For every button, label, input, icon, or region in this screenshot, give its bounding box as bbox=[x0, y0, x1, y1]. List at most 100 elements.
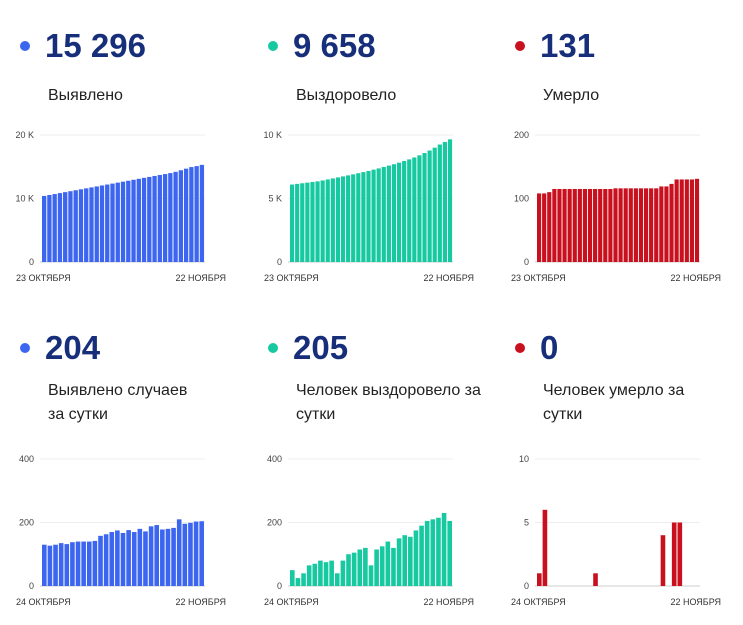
bar bbox=[537, 573, 542, 586]
daily-detected-value: 204 bbox=[45, 329, 101, 366]
bar bbox=[157, 175, 162, 262]
bar bbox=[183, 168, 189, 262]
died-daily-chart: 0 5 10 24 ОКТЯБРЯ 22 НОЯБРЯ bbox=[511, 454, 721, 607]
bar bbox=[64, 544, 70, 586]
total-detected-value: 15 296 bbox=[45, 27, 146, 64]
bar bbox=[300, 183, 305, 262]
bar bbox=[447, 520, 452, 586]
bar bbox=[417, 155, 422, 262]
bar bbox=[290, 570, 295, 586]
bar bbox=[306, 565, 312, 586]
bar bbox=[643, 188, 649, 262]
bar bbox=[143, 531, 148, 586]
bar bbox=[58, 543, 64, 586]
stat-row: 204 bbox=[20, 328, 100, 368]
bar bbox=[323, 562, 329, 586]
y-tick-label: 0 bbox=[524, 257, 529, 267]
bar bbox=[70, 542, 75, 586]
bar bbox=[402, 161, 407, 262]
x-tick-label-start: 23 ОКТЯБРЯ bbox=[264, 273, 319, 283]
panel-daily-died: 0 Человек умерло за сутки 0 5 10 24 ОКТЯБРЯ… bbox=[495, 320, 735, 620]
y-tick-label: 100 bbox=[514, 194, 529, 204]
bar bbox=[52, 194, 57, 262]
bar bbox=[368, 565, 374, 586]
bar bbox=[325, 179, 330, 262]
bar bbox=[562, 188, 567, 262]
bar bbox=[537, 193, 542, 262]
daily-recovered-value: 205 bbox=[293, 329, 349, 366]
bar bbox=[603, 188, 608, 262]
legend-dot-icon bbox=[268, 343, 278, 353]
bar bbox=[374, 549, 379, 586]
bar bbox=[178, 170, 184, 262]
bar bbox=[669, 183, 674, 262]
y-tick-label: 10 bbox=[519, 454, 529, 464]
bar bbox=[684, 179, 689, 262]
bar bbox=[381, 167, 386, 262]
bar bbox=[689, 179, 694, 262]
bar bbox=[194, 166, 199, 262]
bar bbox=[154, 525, 160, 586]
bar bbox=[131, 532, 137, 586]
bar bbox=[173, 171, 178, 262]
y-tick-label: 400 bbox=[267, 454, 282, 464]
legend-dot-icon bbox=[20, 41, 30, 51]
total-recovered-label: Выздоровело bbox=[296, 87, 397, 104]
x-tick-label-end: 22 НОЯБРЯ bbox=[670, 597, 721, 607]
bar bbox=[542, 193, 547, 262]
daily-recovered-label: Человек выздоровело за сутки bbox=[296, 382, 481, 423]
bar bbox=[694, 178, 700, 262]
bar bbox=[160, 529, 165, 586]
total-recovered-value: 9 658 bbox=[293, 27, 376, 64]
bar bbox=[633, 188, 638, 262]
bar bbox=[582, 188, 588, 262]
bar bbox=[295, 183, 300, 262]
bar bbox=[73, 190, 78, 262]
bar bbox=[188, 522, 193, 586]
bar bbox=[86, 541, 92, 586]
y-tick-label: 0 bbox=[29, 257, 34, 267]
bar bbox=[608, 188, 613, 262]
bar bbox=[176, 519, 182, 586]
bar bbox=[329, 560, 334, 586]
bar bbox=[42, 544, 47, 586]
bar bbox=[396, 162, 402, 262]
stat-row: 131 bbox=[515, 26, 595, 66]
y-tick-label: 10 K bbox=[15, 194, 34, 204]
bar bbox=[402, 535, 408, 586]
bar bbox=[165, 528, 171, 586]
y-tick-label: 0 bbox=[277, 257, 282, 267]
bar bbox=[103, 534, 109, 586]
bar bbox=[141, 177, 147, 262]
legend-dot-icon bbox=[268, 41, 278, 51]
panel-daily-recovered: 205 Человек выздоровело за сутки 0 200 400… bbox=[248, 320, 488, 620]
bar bbox=[110, 183, 115, 262]
x-tick-label-start: 24 ОКТЯБРЯ bbox=[16, 597, 71, 607]
recovered-cumulative-chart: 0 5 K 10 K 23 ОКТЯБРЯ 22 НОЯБРЯ bbox=[263, 130, 474, 283]
bar bbox=[613, 188, 618, 262]
bar bbox=[577, 188, 582, 262]
bar bbox=[109, 532, 115, 586]
bar bbox=[335, 177, 341, 262]
bar bbox=[427, 150, 432, 262]
bar bbox=[168, 173, 173, 262]
bar bbox=[677, 522, 683, 586]
y-tick-label: 0 bbox=[277, 581, 282, 591]
bar bbox=[542, 509, 548, 586]
bar bbox=[437, 144, 442, 262]
bar bbox=[547, 192, 552, 262]
panel-recovered: 9 658 Выздоровело 0 5 K 10 K 23 ОКТЯБРЯ 22 Н… bbox=[248, 0, 488, 300]
bar bbox=[171, 527, 176, 586]
bar bbox=[436, 517, 441, 586]
bar bbox=[47, 195, 52, 262]
bar bbox=[351, 552, 357, 586]
bar bbox=[557, 188, 562, 262]
bar bbox=[386, 165, 391, 262]
stat-row: 15 296 bbox=[20, 26, 146, 66]
legend-dot-icon bbox=[515, 41, 525, 51]
legend-dot-icon bbox=[515, 343, 525, 353]
stat-row: 205 bbox=[268, 328, 348, 368]
bar bbox=[391, 164, 397, 262]
bar bbox=[598, 188, 603, 262]
y-tick-label: 5 bbox=[524, 518, 529, 528]
